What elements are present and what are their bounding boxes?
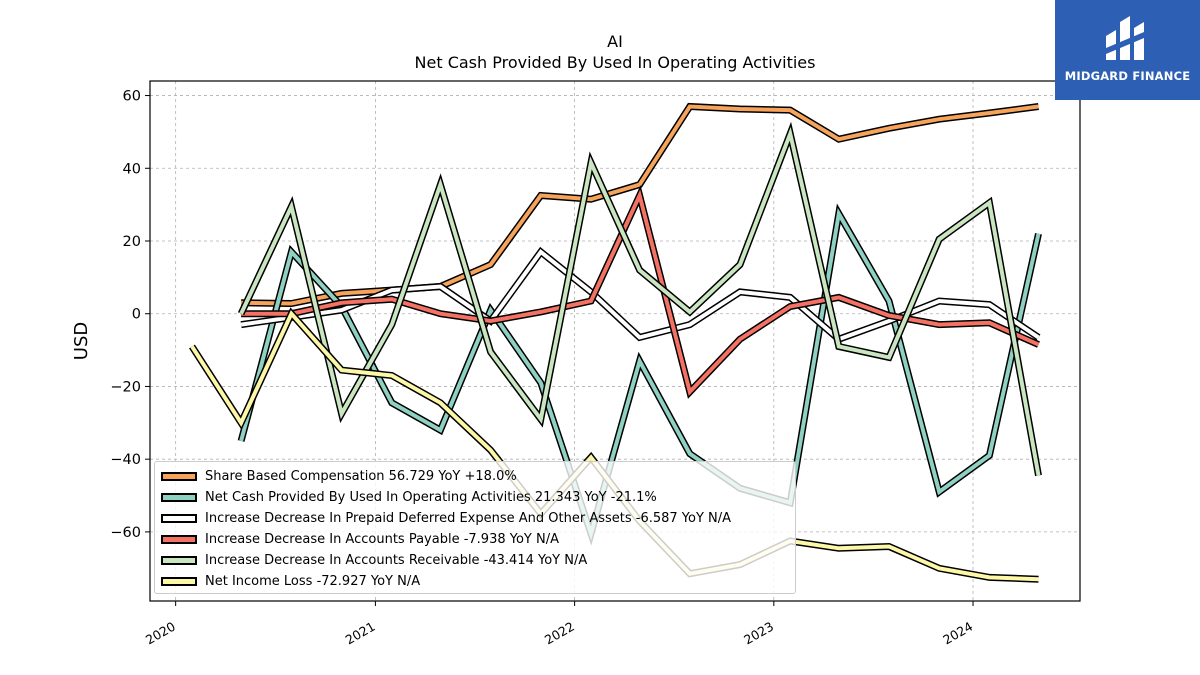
legend-swatch xyxy=(161,535,197,544)
legend-item: Net Income Loss -72.927 YoY N/A xyxy=(161,571,789,592)
x-tick-label: 2023 xyxy=(741,619,776,648)
legend-swatch xyxy=(161,493,197,502)
chart-subtitle: Net Cash Provided By Used In Operating A… xyxy=(415,53,816,72)
legend-swatch xyxy=(161,577,197,586)
legend-item: Increase Decrease In Prepaid Deferred Ex… xyxy=(161,508,789,529)
x-tick-label: 2024 xyxy=(940,619,975,648)
legend-item: Net Cash Provided By Used In Operating A… xyxy=(161,487,789,508)
series-share-based-compensation xyxy=(241,102,1039,308)
legend-label: Net Income Loss -72.927 YoY N/A xyxy=(205,574,421,589)
legend-item: Share Based Compensation 56.729 YoY +18.… xyxy=(161,466,789,487)
brand-name: MIDGARD FINANCE xyxy=(1064,69,1191,83)
legend-item: Increase Decrease In Accounts Payable -7… xyxy=(161,529,789,550)
series-line xyxy=(241,104,1039,306)
x-axis: 2020 2021 2022 2023 2024 xyxy=(143,601,975,648)
x-tick-label: 2022 xyxy=(542,619,577,648)
series-line xyxy=(239,126,1041,476)
y-tick-label: 0 xyxy=(132,307,141,323)
y-tick-label: −60 xyxy=(110,525,141,541)
legend-swatch xyxy=(161,472,197,481)
legend-label: Share Based Compensation 56.729 YoY +18.… xyxy=(205,469,517,484)
y-axis: 60 40 20 0 −20 −40 −60 xyxy=(110,89,150,541)
y-tick-label: 40 xyxy=(123,161,141,177)
y-tick-label: 60 xyxy=(123,89,141,105)
chart-title: AI xyxy=(607,32,623,51)
legend: Share Based Compensation 56.729 YoY +18.… xyxy=(154,461,796,594)
x-tick-label: 2021 xyxy=(343,619,378,648)
y-axis-label: USD xyxy=(71,322,92,360)
x-tick-label: 2020 xyxy=(143,619,178,648)
legend-label: Increase Decrease In Accounts Receivable… xyxy=(205,553,588,568)
legend-label: Increase Decrease In Accounts Payable -7… xyxy=(205,532,559,547)
plot-frame xyxy=(149,80,1081,602)
midgard-logo-icon xyxy=(1106,16,1144,60)
legend-label: Increase Decrease In Prepaid Deferred Ex… xyxy=(205,511,732,526)
y-tick-label: −40 xyxy=(110,452,141,468)
legend-swatch xyxy=(161,514,197,523)
legend-item: Increase Decrease In Accounts Receivable… xyxy=(161,550,789,571)
y-tick-label: 20 xyxy=(123,234,141,250)
brand-logo: MIDGARD FINANCE xyxy=(1055,0,1200,100)
legend-swatch xyxy=(161,556,197,565)
series-increase-decrease-in-accounts-receivable xyxy=(237,121,1042,477)
legend-label: Net Cash Provided By Used In Operating A… xyxy=(205,490,657,505)
y-tick-label: −20 xyxy=(110,379,141,395)
